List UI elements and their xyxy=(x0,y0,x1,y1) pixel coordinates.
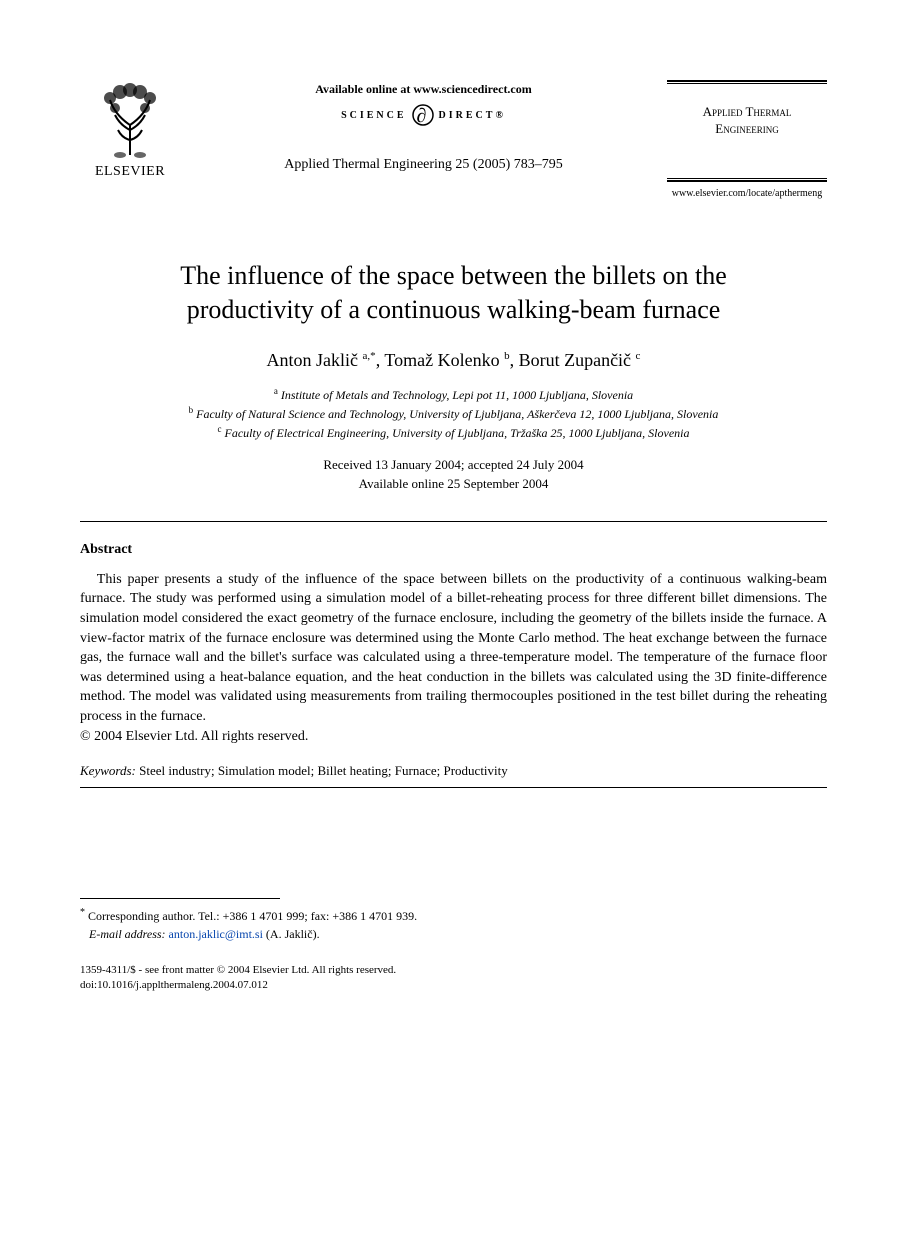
corresp-text: Corresponding author. Tel.: +386 1 4701 … xyxy=(88,909,417,923)
science-text: SCIENCE xyxy=(341,110,406,121)
elsevier-logo-block: ELSEVIER xyxy=(80,80,180,180)
front-matter-line: 1359-4311/$ - see front matter © 2004 El… xyxy=(80,963,827,978)
citation-text: Applied Thermal Engineering 25 (2005) 78… xyxy=(284,157,563,173)
journal-block: Applied Thermal Engineering www.elsevier… xyxy=(667,80,827,199)
affiliation-a: a Institute of Metals and Technology, Le… xyxy=(80,385,827,404)
author-2: , Tomaž Kolenko xyxy=(376,350,504,370)
svg-text:∂: ∂ xyxy=(416,105,429,127)
title-line1: The influence of the space between the b… xyxy=(180,261,727,290)
journal-rule-bottom xyxy=(667,178,827,182)
available-online-text: Available online at www.sciencedirect.co… xyxy=(315,82,532,97)
corresponding-author-footnote: * Corresponding author. Tel.: +386 1 470… xyxy=(80,905,827,943)
email-link[interactable]: anton.jaklic@imt.si xyxy=(169,927,263,941)
center-header: Available online at www.sciencedirect.co… xyxy=(180,80,667,173)
author-3-affil: c xyxy=(636,350,641,362)
title-line2: productivity of a continuous walking-bea… xyxy=(187,295,721,324)
article-title: The influence of the space between the b… xyxy=(80,259,827,327)
header: ELSEVIER Available online at www.science… xyxy=(80,80,827,199)
separator-bottom xyxy=(80,787,827,788)
author-1: Anton Jaklič xyxy=(267,350,363,370)
keywords: Keywords: Steel industry; Simulation mod… xyxy=(80,763,827,779)
affiliation-c-text: Faculty of Electrical Engineering, Unive… xyxy=(225,426,690,440)
sciencedirect-logo: SCIENCE ∂ DIRECT® xyxy=(341,103,506,127)
journal-name-line2: Engineering xyxy=(715,121,778,136)
keywords-label: Keywords: xyxy=(80,763,136,778)
email-label: E-mail address: xyxy=(89,927,166,941)
bottom-info: 1359-4311/$ - see front matter © 2004 El… xyxy=(80,963,827,994)
affiliations: a Institute of Metals and Technology, Le… xyxy=(80,385,827,442)
footnote-line1: * Corresponding author. Tel.: +386 1 470… xyxy=(80,905,827,925)
journal-url: www.elsevier.com/locate/apthermeng xyxy=(667,188,827,199)
journal-name: Applied Thermal Engineering xyxy=(667,104,827,138)
separator-top xyxy=(80,521,827,522)
article-dates: Received 13 January 2004; accepted 24 Ju… xyxy=(80,456,827,492)
footnote-separator xyxy=(80,898,280,899)
abstract-body: This paper presents a study of the influ… xyxy=(80,570,827,727)
affiliation-b: b Faculty of Natural Science and Technol… xyxy=(80,404,827,423)
journal-name-line1: Applied Thermal xyxy=(703,104,792,119)
at-icon: ∂ xyxy=(411,103,435,127)
online-date: Available online 25 September 2004 xyxy=(80,475,827,493)
footnote-line2: E-mail address: anton.jaklic@imt.si (A. … xyxy=(80,925,827,943)
author-1-affil: a,* xyxy=(363,350,376,362)
affiliation-c: c Faculty of Electrical Engineering, Uni… xyxy=(80,423,827,442)
received-date: Received 13 January 2004; accepted 24 Ju… xyxy=(80,456,827,474)
author-3: , Borut Zupančič xyxy=(510,350,636,370)
abstract-heading: Abstract xyxy=(80,542,827,558)
authors: Anton Jaklič a,*, Tomaž Kolenko b, Borut… xyxy=(80,350,827,371)
affiliation-b-text: Faculty of Natural Science and Technolog… xyxy=(196,407,718,421)
elsevier-tree-icon xyxy=(90,80,170,160)
keywords-text: Steel industry; Simulation model; Billet… xyxy=(136,763,508,778)
direct-text: DIRECT® xyxy=(439,110,506,121)
journal-rule-top xyxy=(667,80,827,84)
affiliation-a-text: Institute of Metals and Technology, Lepi… xyxy=(281,388,633,402)
abstract-copyright: © 2004 Elsevier Ltd. All rights reserved… xyxy=(80,729,827,745)
doi-line: doi:10.1016/j.applthermaleng.2004.07.012 xyxy=(80,978,827,993)
elsevier-label: ELSEVIER xyxy=(95,164,165,180)
email-suffix: (A. Jaklič). xyxy=(263,927,320,941)
